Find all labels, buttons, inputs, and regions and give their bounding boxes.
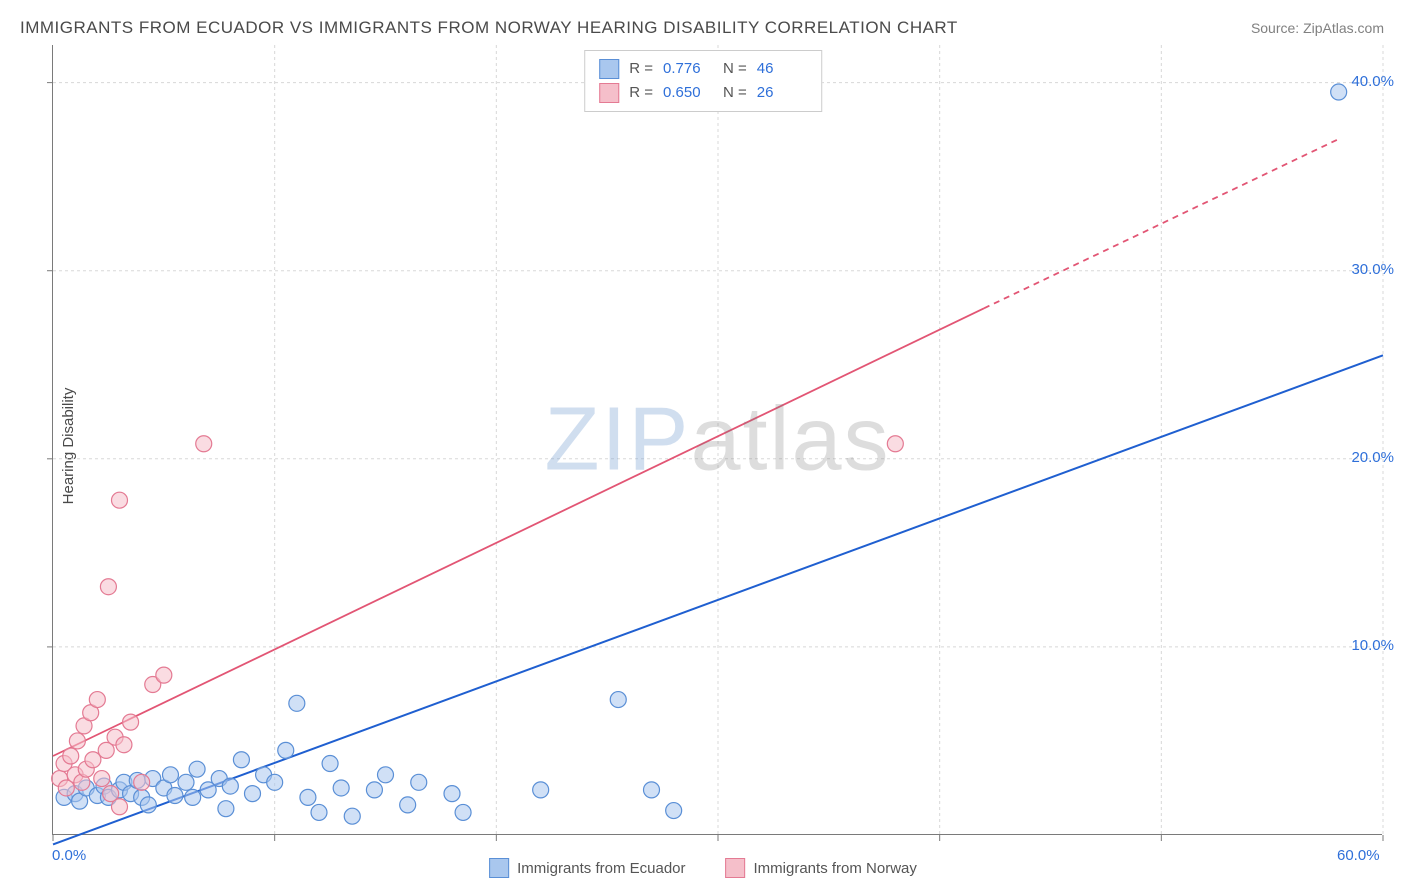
y-tick-label: 30.0% xyxy=(1351,261,1394,278)
stat-r-ecuador: 0.776 xyxy=(663,57,713,81)
bottom-legend: Immigrants from Ecuador Immigrants from … xyxy=(489,858,917,878)
plot-area: ZIPatlas xyxy=(52,45,1382,835)
y-tick-label: 40.0% xyxy=(1351,73,1394,90)
y-tick-label: 10.0% xyxy=(1351,637,1394,654)
y-tick-label: 20.0% xyxy=(1351,449,1394,466)
stats-row-ecuador: R = 0.776 N = 46 xyxy=(599,57,807,81)
x-tick-label: 60.0% xyxy=(1337,847,1380,864)
stat-n-norway: 26 xyxy=(757,81,807,105)
chart-title: IMMIGRANTS FROM ECUADOR VS IMMIGRANTS FR… xyxy=(20,18,958,38)
stats-legend: R = 0.776 N = 46 R = 0.650 N = 26 xyxy=(584,50,822,112)
legend-item-ecuador: Immigrants from Ecuador xyxy=(489,858,685,878)
x-tick-label: 0.0% xyxy=(52,847,86,864)
swatch-norway-icon xyxy=(599,83,619,103)
legend-label-ecuador: Immigrants from Ecuador xyxy=(517,860,685,877)
source-prefix: Source: xyxy=(1251,20,1303,36)
stat-n-ecuador: 46 xyxy=(757,57,807,81)
source-attribution: Source: ZipAtlas.com xyxy=(1251,20,1384,36)
stat-r-label: R = xyxy=(629,81,653,105)
scatter-chart xyxy=(53,45,1383,835)
source-link[interactable]: ZipAtlas.com xyxy=(1303,20,1384,36)
stat-n-label: N = xyxy=(723,81,747,105)
stat-r-label: R = xyxy=(629,57,653,81)
swatch-norway-icon xyxy=(726,858,746,878)
stats-row-norway: R = 0.650 N = 26 xyxy=(599,81,807,105)
stat-r-norway: 0.650 xyxy=(663,81,713,105)
swatch-ecuador-icon xyxy=(599,59,619,79)
legend-item-norway: Immigrants from Norway xyxy=(726,858,917,878)
swatch-ecuador-icon xyxy=(489,858,509,878)
stat-n-label: N = xyxy=(723,57,747,81)
legend-label-norway: Immigrants from Norway xyxy=(754,860,917,877)
